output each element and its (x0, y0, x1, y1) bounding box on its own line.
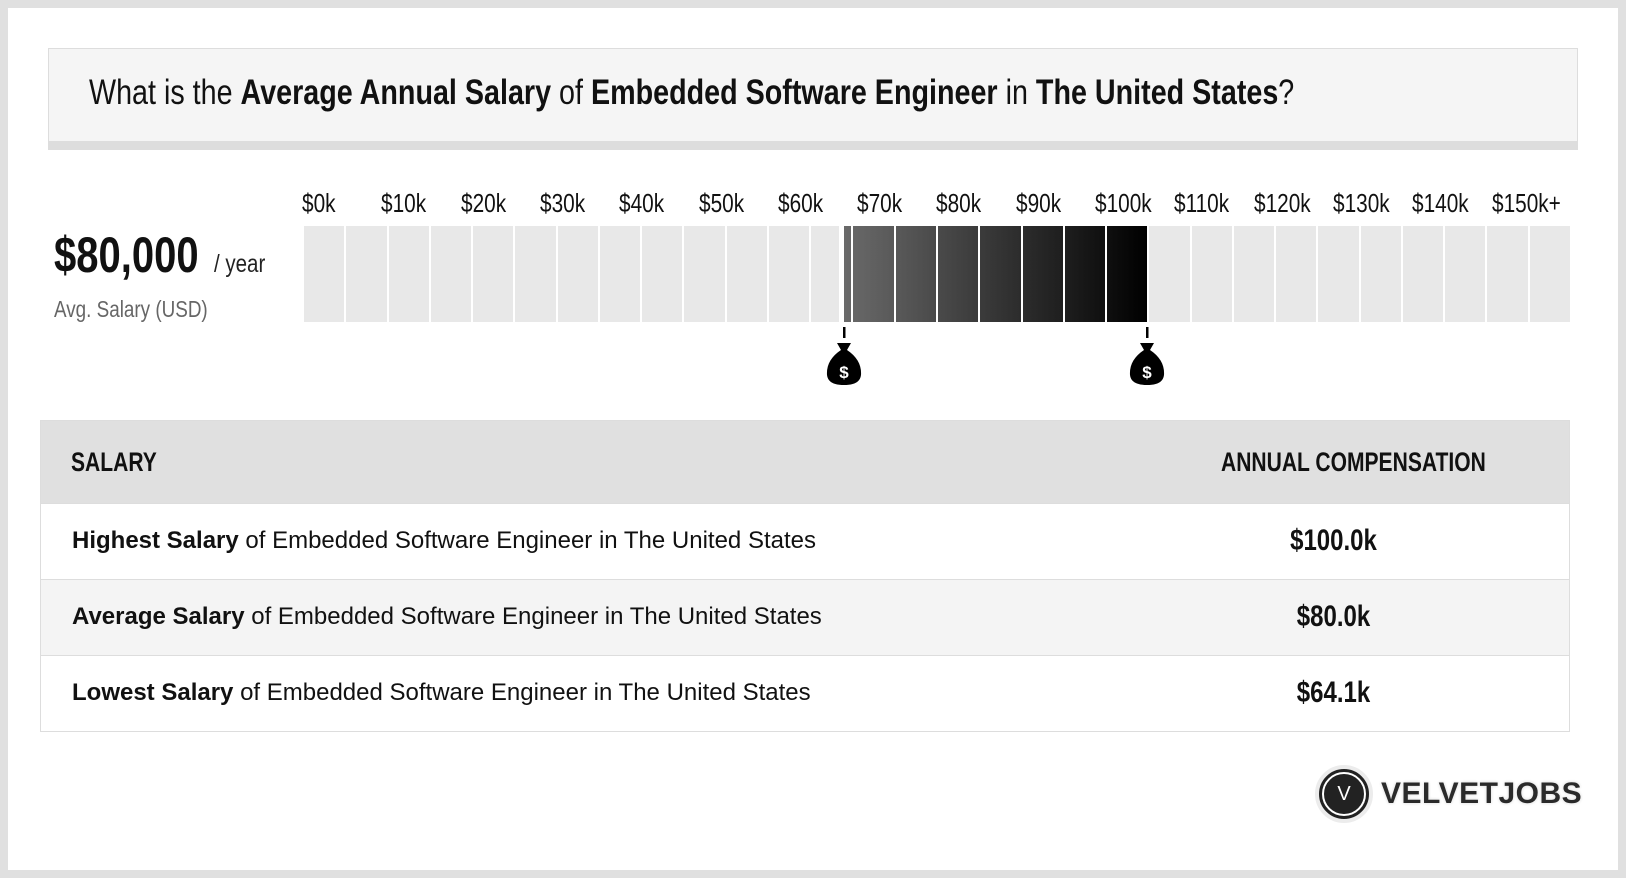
tick-label: $10k (381, 188, 427, 218)
row-text: of Embedded Software Engineer in The Uni… (233, 679, 811, 706)
row-label: Average Salary (72, 603, 245, 630)
question-header: What is the Average Annual Salary of Emb… (48, 48, 1578, 150)
row-value: $80.0k (1296, 600, 1371, 633)
svg-text:$: $ (1143, 363, 1153, 382)
title-text: What is the (89, 73, 241, 112)
velvetjobs-logo: V VELVETJOBS (1315, 765, 1583, 823)
column-header-salary: SALARY (71, 447, 157, 477)
logo-badge-icon: V (1315, 765, 1373, 823)
tick-label: $70k (857, 188, 903, 218)
bar-segment (768, 226, 810, 322)
salary-table: SALARY ANNUAL COMPENSATION Highest Salar… (40, 420, 1570, 732)
bar-segment (726, 226, 767, 322)
row-value: $100.0k (1290, 524, 1377, 557)
tick-label: $60k (777, 188, 823, 218)
column-header-compensation: ANNUAL COMPENSATION (1221, 447, 1486, 477)
average-salary-unit: / year (214, 250, 266, 278)
bar-segment-in-range (843, 226, 852, 322)
tick-label: $100k (1095, 188, 1152, 218)
row-text: of Embedded Software Engineer in The Uni… (238, 527, 816, 554)
bar-segment (1149, 226, 1190, 322)
title-job: Embedded Software Engineer (590, 73, 998, 112)
tick-label: $40k (619, 188, 665, 218)
title-text: of (551, 73, 591, 112)
bar-segment (346, 226, 387, 322)
tick-label: $90k (1015, 188, 1061, 218)
bar-segment-in-range (938, 226, 979, 322)
tick-label: $130k (1332, 188, 1390, 218)
bar-segment (1191, 226, 1232, 322)
tick-label: $110k (1174, 188, 1230, 218)
row-description: Lowest Salary of Embedded Software Engin… (72, 679, 811, 707)
row-description: Average Salary of Embedded Software Engi… (72, 603, 822, 631)
bar-segment-in-range (980, 226, 1021, 322)
row-label: Highest Salary (72, 527, 239, 554)
average-salary: $80,000 / year (54, 226, 265, 284)
bar-segment-in-range (1022, 226, 1063, 322)
logo-text: VELVETJOBS (1381, 777, 1583, 810)
bar-segment-in-range (853, 226, 894, 322)
row-label: Lowest Salary (72, 679, 234, 706)
bar-segment-in-range (895, 226, 936, 322)
tick-label: $80k (936, 188, 982, 218)
bar-segment (473, 226, 514, 322)
bar-segment-in-range (1107, 226, 1148, 322)
table-header: SALARY ANNUAL COMPENSATION (41, 421, 1569, 503)
title-bold: Average Annual Salary (240, 73, 552, 112)
bar-segment (1487, 226, 1528, 322)
bar-segment (1233, 226, 1275, 322)
table-row: Lowest Salary of Embedded Software Engin… (41, 655, 1569, 731)
bar-segment-in-range (1064, 226, 1106, 322)
bar-segment (1445, 226, 1486, 322)
bar-segment (515, 226, 556, 322)
bar-segment (642, 226, 683, 322)
bar-segment (430, 226, 472, 322)
bar-segment (1529, 226, 1570, 322)
svg-text:$: $ (839, 363, 849, 382)
tick-label: $50k (698, 188, 744, 218)
logo-letter: V (1322, 772, 1366, 816)
title-text: ? (1278, 73, 1295, 112)
bar-segment (388, 226, 429, 322)
bar-segment (811, 226, 839, 322)
low-salary-money-bag-icon: $ (824, 327, 864, 397)
tick-label: $120k (1253, 188, 1311, 218)
title-text: in (997, 73, 1036, 112)
table-row: Average Salary of Embedded Software Engi… (41, 579, 1569, 655)
bar-segment (1276, 226, 1317, 322)
tick-label: $20k (460, 188, 506, 218)
tick-label: $150k+ (1491, 188, 1561, 218)
high-salary-money-bag-icon: $ (1127, 327, 1167, 397)
average-salary-value: $80,000 (54, 227, 199, 283)
bar-segment (557, 226, 598, 322)
bar-segment (1360, 226, 1401, 322)
bar-segment (684, 226, 725, 322)
bar-segment (1318, 226, 1359, 322)
tick-label: $0k (302, 188, 336, 218)
title-location: The United States (1035, 73, 1279, 112)
bar-segment (304, 226, 345, 322)
row-text: of Embedded Software Engineer in The Uni… (244, 603, 822, 630)
x-axis-ticks: $0k $10k $20k $30k $40k $50k $60k $70k $80k $90k $… (302, 188, 1592, 222)
page-title: What is the Average Annual Salary of Emb… (89, 73, 1294, 113)
bar-segment (599, 226, 641, 322)
bar-segment (1402, 226, 1444, 322)
salary-range-bar (302, 226, 1570, 322)
row-description: Highest Salary of Embedded Software Engi… (72, 527, 816, 555)
row-value: $64.1k (1296, 676, 1371, 709)
tick-label: $30k (539, 188, 586, 218)
table-row: Highest Salary of Embedded Software Engi… (41, 503, 1569, 579)
tick-label: $140k (1412, 188, 1469, 218)
average-salary-label: Avg. Salary (USD) (54, 296, 208, 322)
